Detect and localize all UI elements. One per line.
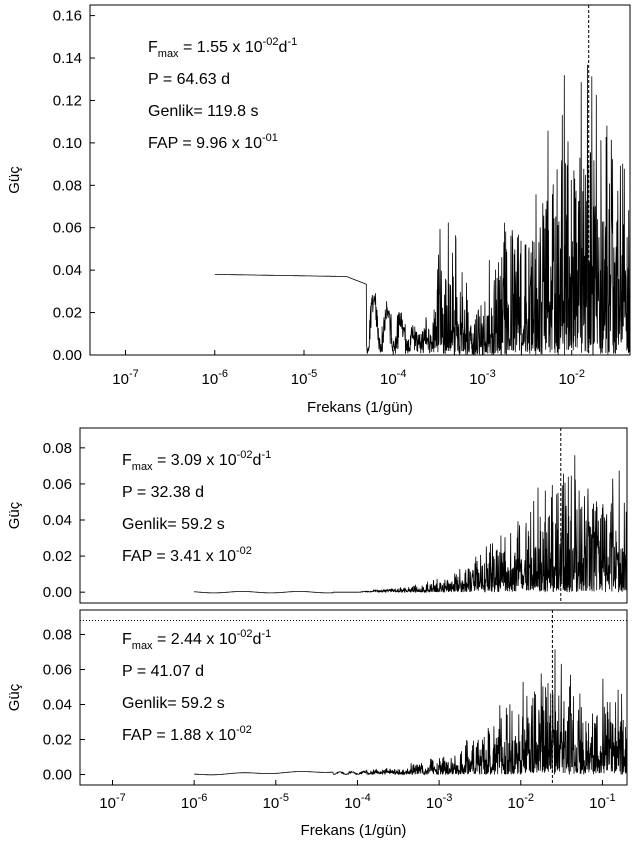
y-tick-label: 0.14: [53, 50, 82, 67]
x-tick-label: 10-2: [558, 368, 584, 388]
y-axis-label: Güç: [6, 501, 23, 529]
y-tick-label: 0.06: [53, 220, 82, 237]
x-axis-label: Frekans (1/gün): [301, 822, 407, 839]
x-tick-label: 10-7: [99, 792, 125, 812]
y-tick-label: 0.02: [43, 732, 72, 749]
power-spectrum-line: [194, 455, 627, 594]
period-annotation: P = 64.63 d: [148, 71, 230, 88]
y-tick-label: 0.06: [43, 476, 72, 493]
y-axis-label: Güç: [6, 166, 23, 194]
y-tick-label: 0.10: [53, 135, 82, 152]
fmax-annotation: Fmax = 1.55 x 10-02d-1: [148, 36, 297, 60]
amplitude-annotation: Genlik= 59.2 s: [122, 516, 225, 533]
y-tick-label: 0.08: [53, 177, 82, 194]
period-annotation: P = 41.07 d: [122, 663, 204, 680]
plot-frame: [79, 609, 628, 786]
y-tick-label: 0.00: [43, 767, 72, 784]
panel-1: 0.00 0.02 0.04 0.06 0.08 0.10 0.12 0.14 0.16 Güç 1…: [6, 4, 631, 416]
y-tick-label: 0.04: [43, 512, 72, 529]
x-tick-label: 10-3: [426, 792, 452, 812]
x-tick-label: 10-2: [508, 792, 534, 812]
power-spectrum-line: [214, 64, 630, 355]
plot-frame: [89, 4, 631, 356]
x-tick-label: 10-6: [202, 368, 228, 388]
y-axis-label: Güç: [6, 683, 23, 711]
y-tick-label: 0.08: [43, 627, 72, 644]
x-tick-label: 10-3: [469, 368, 495, 388]
x-tick-label: 10-5: [263, 792, 289, 812]
x-tick-label: 10-5: [291, 368, 317, 388]
y-tick-label: 0.12: [53, 92, 82, 109]
x-tick-label: 10-4: [380, 368, 406, 388]
x-tick-label: 10-6: [181, 792, 207, 812]
power-spectrum-line: [194, 649, 627, 776]
fmax-annotation: Fmax = 3.09 x 10-02d-1: [122, 449, 271, 473]
period-annotation: P = 32.38 d: [122, 484, 204, 501]
x-axis-label: Frekans (1/gün): [307, 399, 413, 416]
y-tick-label: 0.16: [53, 8, 82, 25]
y-tick-label: 0.06: [43, 662, 72, 679]
y-tick-label: 0.04: [43, 697, 72, 714]
y-tick-label: 0.08: [43, 440, 72, 457]
amplitude-annotation: Genlik= 119.8 s: [148, 103, 258, 120]
y-tick-label: 0.00: [43, 584, 72, 601]
panel-3: 0.00 0.02 0.04 0.06 0.08 Güç 10-7 10-6 10-5 10-4 1…: [6, 609, 628, 839]
panel-2: 0.00 0.02 0.04 0.06 0.08 Güç Fmax = 3.09 x 10-…: [6, 427, 628, 604]
amplitude-annotation: Genlik= 59.2 s: [122, 695, 225, 712]
fap-annotation: FAP = 1.88 x 10-02: [122, 724, 252, 744]
y-tick-label: 0.04: [53, 262, 82, 279]
x-tick-label: 10-7: [112, 368, 138, 388]
y-tick-label: 0.02: [43, 548, 72, 565]
fmax-annotation: Fmax = 2.44 x 10-02d-1: [122, 628, 271, 652]
x-tick-label: 10-4: [344, 792, 370, 812]
fap-annotation: FAP = 9.96 x 10-01: [148, 132, 278, 152]
y-tick-label: 0.00: [53, 347, 82, 364]
fap-annotation: FAP = 3.41 x 10-02: [122, 545, 252, 565]
x-tick-label: 10-1: [589, 792, 615, 812]
y-tick-label: 0.02: [53, 305, 82, 322]
plot-frame: [79, 427, 628, 604]
